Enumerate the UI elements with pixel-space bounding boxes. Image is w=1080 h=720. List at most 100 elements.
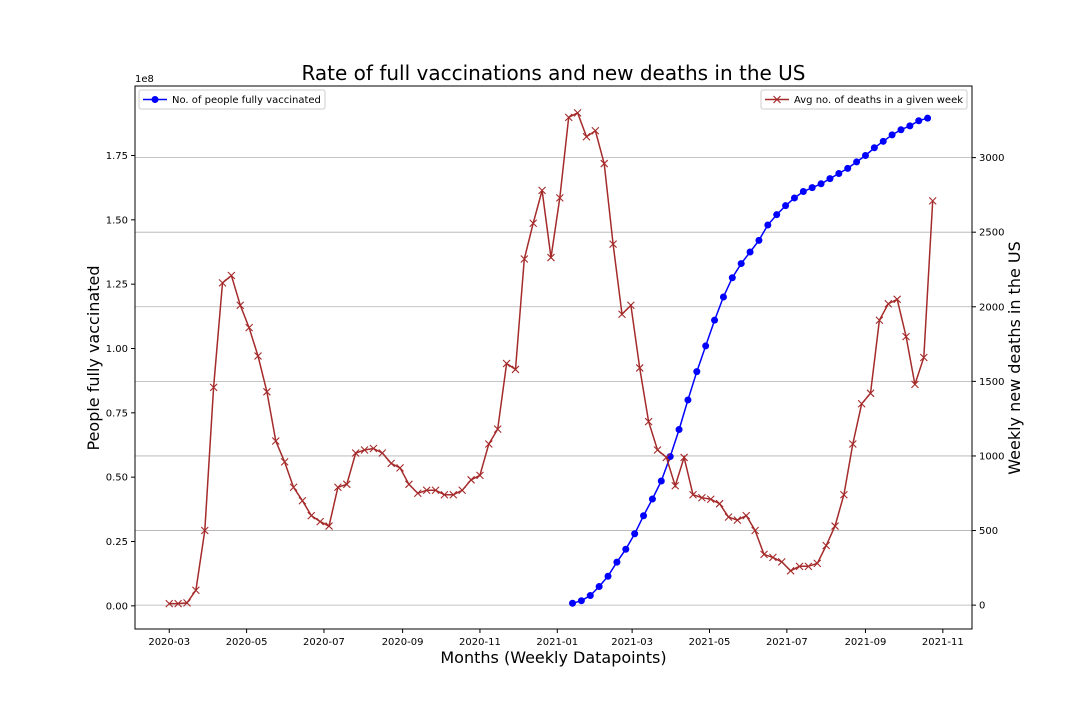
data-point [737,260,745,268]
data-point [413,489,422,498]
data-point [618,310,626,319]
data-point [715,499,724,508]
data-point [870,144,878,152]
data-point [165,599,174,608]
data-point [684,396,692,404]
series-vaccinated [569,114,932,607]
data-point [555,193,564,202]
x-tick-label: 2021-09 [845,637,887,648]
data-point [254,352,262,360]
data-point [906,122,914,130]
data-point [924,114,932,122]
data-point [844,164,852,172]
data-point [884,299,893,308]
y-left-tick-label: 0.75 [106,408,128,419]
data-point [626,301,635,310]
data-point [484,440,493,448]
data-point [817,180,825,188]
data-point [831,522,839,530]
data-point [915,117,923,125]
data-point [200,526,209,535]
data-point [911,380,919,389]
data-point [680,453,689,462]
data-point [857,399,866,408]
y-right-tick-label: 3000 [979,153,1004,164]
data-point [689,490,697,499]
data-point [746,248,754,256]
data-point [653,446,662,454]
data-point [586,592,594,600]
data-point [476,471,484,480]
data-point [648,495,656,503]
data-point [289,483,298,492]
data-point [853,158,861,166]
data-point [316,517,325,526]
data-point [174,599,183,608]
data-point [595,583,603,591]
data-point [662,453,671,462]
data-point [613,558,621,566]
x-tick-label: 2021-11 [922,637,964,648]
data-point [591,126,600,135]
data-point [711,316,719,324]
y-left-tick-label: 1.75 [106,151,128,162]
data-point [582,132,591,141]
data-point [706,495,715,504]
data-point [183,599,191,607]
data-point [840,490,848,499]
legend-label-vaccinated: No. of people fully vaccinated [172,95,321,106]
data-point [866,389,875,398]
data-point [733,516,742,524]
data-point [573,108,582,117]
data-point [888,131,896,139]
data-point [298,496,307,505]
data-point [307,511,316,520]
y-axis-left-label: People fully vaccinated [84,266,103,451]
data-point [693,368,701,376]
y-right-tick-label: 1500 [979,377,1004,388]
data-point [808,184,816,192]
data-point [769,553,777,562]
data-point [719,293,727,301]
data-point [449,490,458,499]
axis-ticks: 2020-03 2020-05 2020-07 2020-09 2020-11 2021-… [106,151,1005,648]
data-point [529,219,538,228]
data-point [875,316,884,325]
data-point [467,475,475,484]
data-point [813,559,822,568]
chart-title: Rate of full vaccinations and new deaths… [301,61,805,85]
data-point [879,137,887,145]
data-point [928,196,937,205]
data-point [209,383,218,392]
data-point [458,486,467,495]
data-point [764,221,772,229]
data-point [422,486,431,495]
x-tick-label: 2021-07 [766,637,808,648]
data-point [897,126,905,134]
data-point [604,572,612,580]
y-left-tick-label: 1.00 [106,344,128,355]
data-point [848,440,857,448]
data-point [826,175,834,183]
data-point [777,557,786,566]
data-point [835,169,843,177]
data-point [387,459,396,468]
y-left-tick-label: 0.00 [106,601,128,612]
data-point [547,253,555,262]
y-left-tick-label: 1.25 [106,280,128,291]
data-point [702,342,710,350]
data-point [902,332,910,341]
data-point [520,255,529,263]
data-point [751,526,760,535]
data-point [191,586,200,595]
series-deaths [165,108,937,608]
data-point [635,364,644,372]
data-point [502,359,511,368]
x-tick-label: 2021-01 [536,637,578,648]
data-point [271,437,280,445]
data-point [697,493,706,502]
data-point [245,323,254,332]
data-point [334,483,342,492]
data-point [360,446,369,454]
y-right-tick-label: 0 [979,601,985,612]
